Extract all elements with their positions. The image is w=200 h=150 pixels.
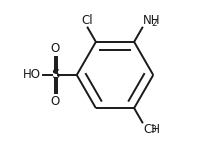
Text: O: O xyxy=(50,95,60,108)
Text: S: S xyxy=(51,69,59,81)
Text: 2: 2 xyxy=(151,19,157,28)
Text: 3: 3 xyxy=(150,125,156,134)
Text: NH: NH xyxy=(143,14,161,27)
Text: O: O xyxy=(50,42,60,55)
Text: Cl: Cl xyxy=(82,14,93,27)
Text: HO: HO xyxy=(23,69,41,81)
Text: CH: CH xyxy=(143,123,160,136)
